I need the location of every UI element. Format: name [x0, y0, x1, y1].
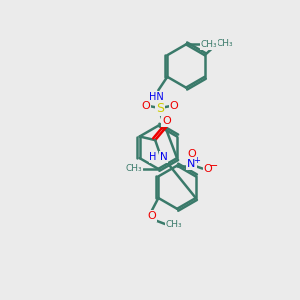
Text: S: S: [156, 102, 164, 116]
Text: O: O: [141, 101, 150, 111]
Text: +: +: [193, 156, 200, 165]
Text: HN: HN: [148, 92, 163, 102]
Text: O: O: [204, 164, 212, 174]
Text: CH₃: CH₃: [126, 164, 142, 173]
Text: CH₃: CH₃: [165, 220, 182, 229]
Text: N: N: [187, 159, 196, 170]
Text: −: −: [209, 160, 218, 171]
Text: N: N: [160, 152, 167, 162]
Text: O: O: [162, 116, 171, 126]
Text: O: O: [187, 148, 196, 159]
Text: H: H: [149, 152, 157, 162]
Text: CH₃: CH₃: [200, 40, 217, 49]
Text: O: O: [147, 211, 156, 221]
Text: CH₃: CH₃: [216, 39, 233, 48]
Text: O: O: [170, 101, 178, 111]
